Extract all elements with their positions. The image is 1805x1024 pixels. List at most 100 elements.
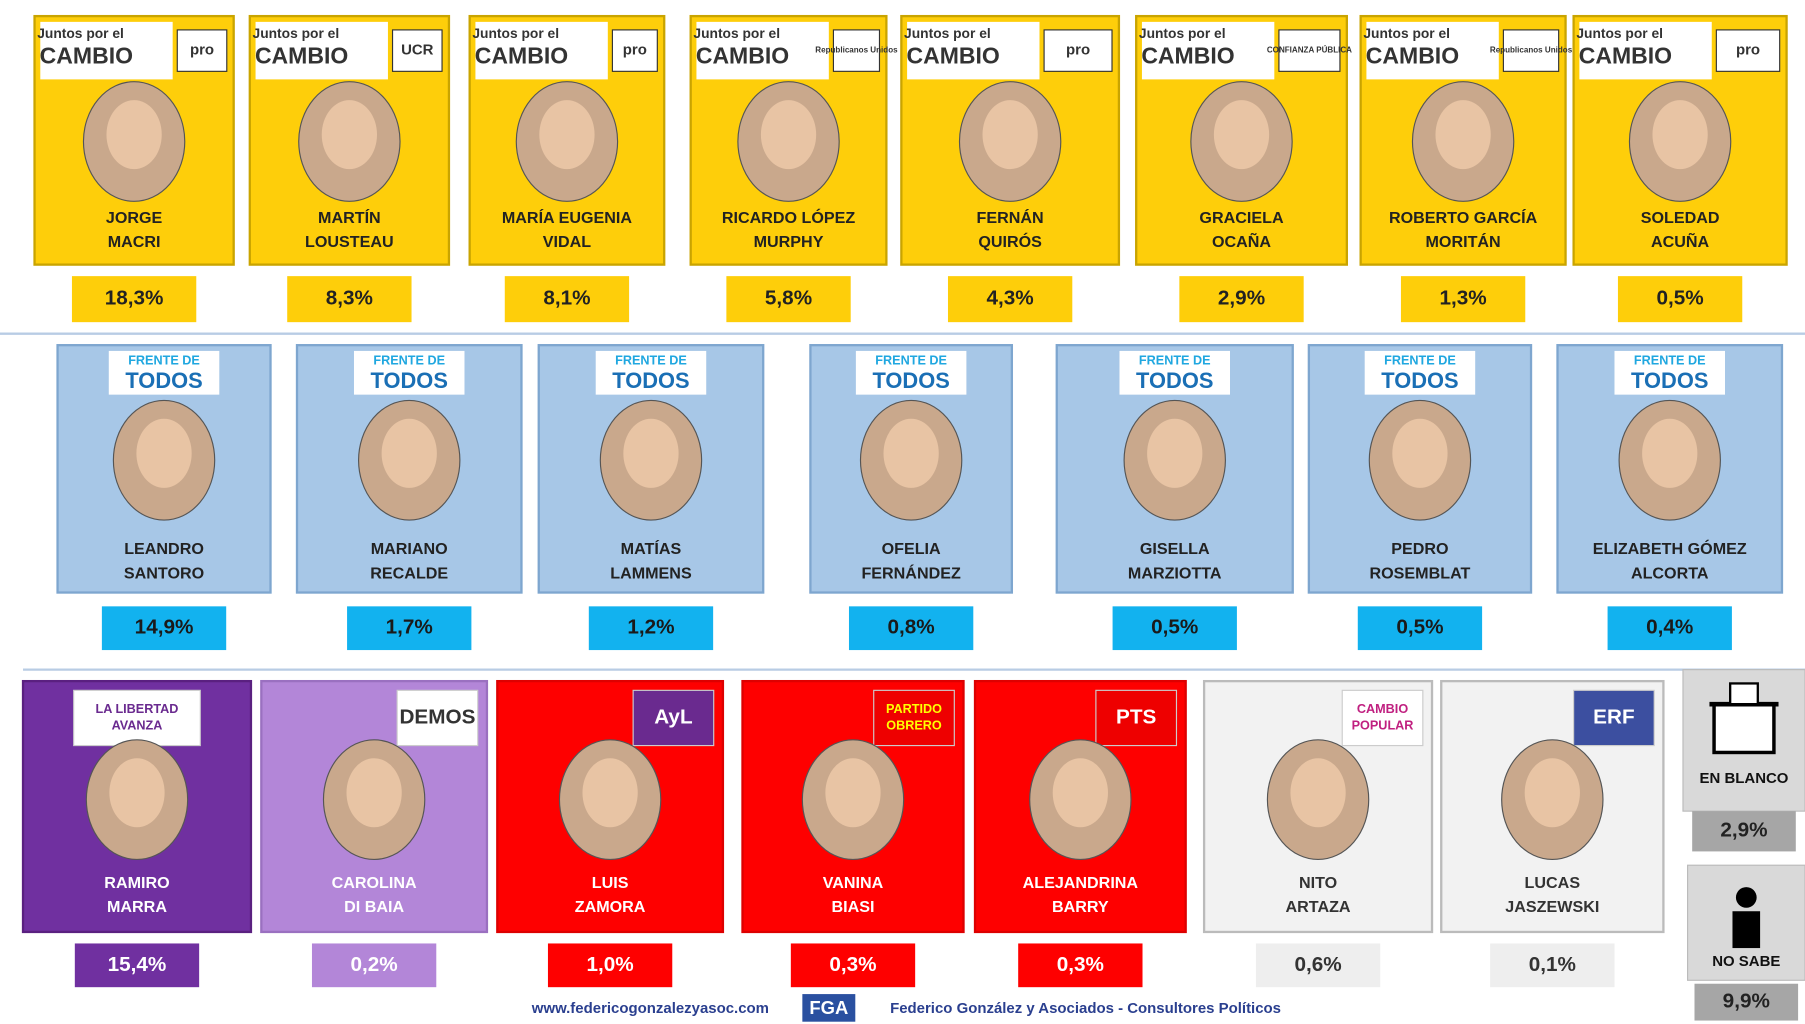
candidate-name: ALCORTA [1631, 564, 1709, 582]
percent-value: 0,5% [1396, 616, 1443, 639]
candidate-name: GISELLA [1140, 540, 1210, 558]
percent-value: 8,3% [326, 287, 373, 310]
candidate-name: ELIZABETH GÓMEZ [1593, 539, 1747, 558]
percent-value: 8,1% [543, 287, 590, 310]
party-box [1715, 29, 1781, 72]
logo-box [1341, 689, 1424, 747]
candidate-name: ROBERTO GARCÍA [1389, 208, 1538, 227]
percent-value: 4,3% [987, 287, 1034, 310]
party-text: CONFIANZA PÚBLICA [1267, 46, 1352, 55]
candidate-name: ARTAZA [1286, 898, 1351, 916]
candidate-name: LOUSTEAU [305, 233, 394, 251]
candidate-name: LEANDRO [124, 540, 204, 558]
photo-face [1652, 100, 1708, 170]
candidate-name: OFELIA [882, 540, 941, 558]
logo-box [1573, 689, 1655, 747]
percent-value: 2,9% [1720, 819, 1767, 842]
percent-value: 0,8% [888, 616, 935, 639]
logo-text: CAMBIO [1357, 702, 1408, 716]
logo-text: FRENTE DE [1634, 354, 1706, 368]
percent-box [1255, 943, 1381, 988]
logo-text: CAMBIO [475, 43, 568, 69]
logo-text: Juntos por el [1363, 25, 1450, 41]
percent-value: 1,7% [386, 616, 433, 639]
candidate-name: LUIS [592, 874, 629, 892]
person-icon [1735, 887, 1757, 908]
logo-text: Juntos por el [1139, 25, 1226, 41]
percent-box [588, 606, 714, 651]
logo-box [1579, 21, 1712, 80]
logo-text: CAMBIO [40, 43, 133, 69]
photo-face [825, 758, 881, 828]
logo-text: FRENTE DE [875, 354, 947, 368]
logo-box [696, 21, 829, 80]
logo-text: LA LIBERTAD [96, 702, 179, 716]
percent-box [790, 943, 916, 988]
logo-box [40, 21, 173, 80]
ballot-paper [1729, 682, 1759, 706]
photo-face [1147, 418, 1203, 488]
photo-face [760, 100, 817, 170]
candidate-name: DI BAIA [344, 898, 404, 916]
percent-value: 9,9% [1723, 990, 1770, 1013]
party-box [176, 29, 228, 72]
logo-text: PTS [1116, 705, 1156, 728]
logo-text: FRENTE DE [615, 354, 687, 368]
logo-text: Juntos por el [1576, 25, 1663, 41]
logo-text: CAMBIO [1579, 43, 1672, 69]
photo-face [982, 100, 1038, 170]
photo-face [346, 758, 402, 828]
photo-face [582, 758, 638, 828]
candidate-name: MARÍA EUGENIA [502, 208, 632, 227]
party-text: Republicanos Unidos [1490, 46, 1573, 55]
logo-text: PARTIDO [886, 702, 942, 716]
photo-face [381, 418, 437, 488]
percent-box [1112, 606, 1237, 651]
percent-value: 0,5% [1151, 616, 1198, 639]
footer-logo [802, 994, 856, 1022]
candidate-name: QUIRÓS [978, 232, 1042, 251]
photo-face [321, 100, 378, 170]
footer-url: www.federicogonzalezyasoc.com [531, 1000, 769, 1017]
candidate-name: LUCAS [1525, 874, 1581, 892]
party-text: UCR [401, 42, 434, 59]
logo-text: ERF [1593, 705, 1634, 728]
candidate-name: JASZEWSKI [1505, 898, 1599, 916]
logo-text: Juntos por el [472, 25, 559, 41]
party-text: pro [1736, 42, 1760, 59]
candidate-name: ALEJANDRINA [1023, 874, 1139, 892]
candidate-name: RECALDE [370, 564, 448, 582]
photo-face [106, 100, 162, 170]
logo-box [907, 21, 1040, 80]
logo-text: Juntos por el [253, 25, 340, 41]
percent-box [1692, 811, 1796, 852]
percent-box [1400, 276, 1526, 323]
logo-box [1364, 350, 1476, 395]
party-text: pro [1066, 42, 1090, 59]
percent-box [1357, 606, 1483, 651]
party-text: Republicanos Unidos [815, 46, 898, 55]
logo-text: Juntos por el [904, 25, 991, 41]
percent-value: 15,4% [108, 953, 167, 976]
candidate-name: BARRY [1052, 898, 1109, 916]
candidate-name: LAMMENS [610, 564, 692, 582]
logo-text: FRENTE DE [1384, 354, 1456, 368]
logo-box [632, 689, 715, 747]
logo-text: CAMBIO [255, 43, 348, 69]
candidate-name: NITO [1299, 874, 1337, 892]
percent-box [1490, 943, 1615, 988]
logo-box [873, 689, 955, 747]
candidate-name: ACUÑA [1651, 231, 1710, 251]
candidate-name: MURPHY [754, 233, 824, 251]
party-box [611, 29, 658, 72]
logo-text: CAMBIO [1141, 43, 1234, 69]
percent-box [504, 276, 630, 323]
percent-value: 0,3% [1057, 953, 1104, 976]
percent-value: 1,0% [587, 953, 634, 976]
photo-face [1052, 758, 1108, 828]
percent-value: 1,2% [627, 616, 674, 639]
candidate-name: FERNÁN [977, 208, 1044, 227]
logo-box [1614, 350, 1725, 395]
percent-box [1617, 276, 1743, 323]
